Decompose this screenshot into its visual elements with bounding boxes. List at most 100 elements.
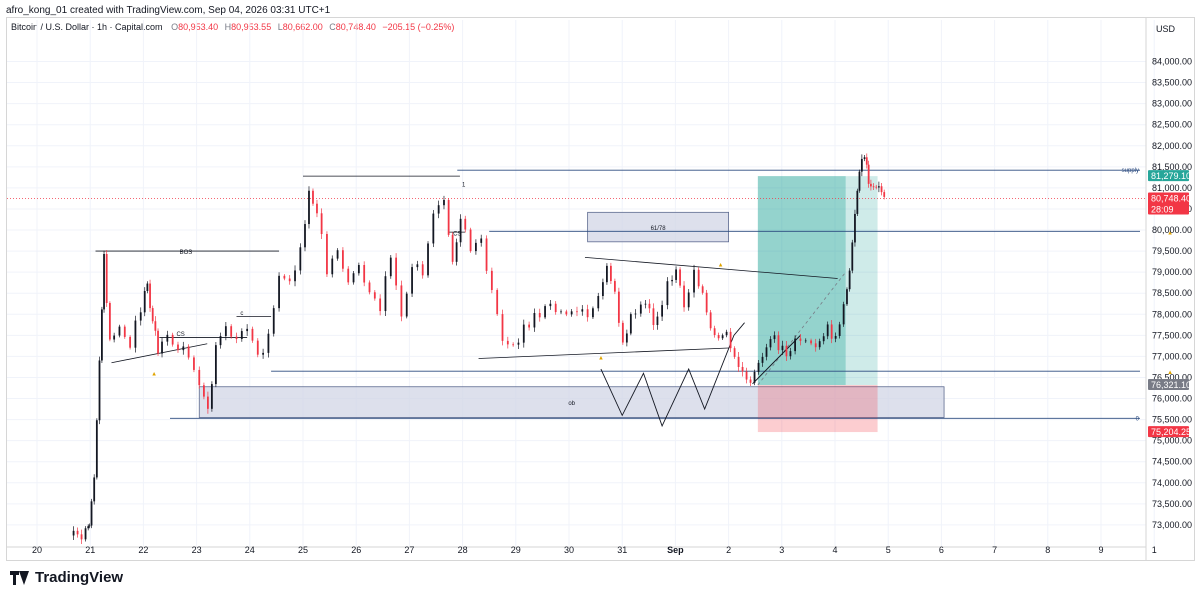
high-value: 80,953.55 [231,22,272,32]
candle-body [101,309,103,361]
candle-body [713,328,716,336]
candle-body [256,340,259,355]
candle-body [459,218,462,243]
tradingview-logo[interactable]: TradingView [10,569,123,586]
candle-body [733,348,736,357]
y-tick-label: 81,000.00 [1152,183,1192,193]
candle-body [485,238,488,271]
candle-body [549,303,552,307]
candle-body [799,338,802,341]
candle-body [464,218,467,230]
candle-body [149,283,151,309]
candle-body [576,311,578,313]
x-tick-label: 26 [351,545,361,555]
chart-frame[interactable] [6,17,1195,561]
candle-body [278,275,280,309]
candle-body [705,292,708,313]
candle-body [675,269,677,280]
candle-body [400,285,403,317]
candle-body [214,345,217,385]
candle-body [634,313,637,315]
candle-body [512,344,515,346]
y-tick-label: 80,000.00 [1152,225,1192,235]
y-tick-label: 75,500.00 [1152,415,1192,425]
candle-body [129,336,131,348]
candle-body [830,324,833,339]
candle-body [203,385,205,397]
candle-body [838,324,841,336]
candle-body [625,333,628,343]
candle-body [856,190,859,214]
candle-body [368,282,371,293]
candle-body [745,371,748,380]
candle-body [501,314,504,341]
candle-body [427,243,429,276]
cs-label-2: CS [453,232,461,238]
candle-body [644,303,647,305]
y-tick-label: 81,500.00 [1152,162,1192,172]
candle-body [154,321,157,331]
candle-body [207,396,209,409]
candle-body [858,171,861,191]
candle-body [288,278,291,282]
wedge-lower-line [111,343,208,364]
supply-text: supply [1122,168,1139,174]
candle-body [544,306,546,318]
candle-body [848,270,851,290]
y-tick-label: 78,500.00 [1152,288,1192,298]
candle-body [621,322,624,343]
candle-body [687,292,690,308]
candle-body [93,477,96,502]
candle-body [411,267,413,294]
candle-body [316,203,318,214]
candle-body [283,275,286,279]
candle-body [123,326,126,337]
y-tick-label: 74,000.00 [1152,478,1192,488]
candle-body [528,324,530,328]
x-tick-label: 24 [245,545,255,555]
x-tick-label: 1 [1152,545,1157,555]
one-label: 1 [462,183,466,189]
candle-body [865,157,868,165]
candle-body [570,311,573,315]
candle-body [143,290,146,313]
candle-body [395,257,397,286]
candle-body [304,224,306,248]
candle-body [629,314,632,334]
candle-body [480,238,483,243]
symbol-name: Bitcoin / U.S. Dollar · 1h · Capital.com [11,22,163,32]
y-tick-label: 82,000.00 [1152,141,1192,151]
candle-body [240,331,243,340]
current-price-label-timer: 28:09 [1151,204,1174,214]
candle-body [661,305,663,317]
candle-body [490,270,493,290]
candle-body [373,292,376,299]
x-tick-label: 4 [832,545,837,555]
target-price-label-box [1148,170,1189,182]
candle-body [671,279,673,282]
candle-body [421,264,424,276]
candle-body [224,326,227,337]
y-tick-label: 76,500.00 [1152,372,1192,382]
candle-body [693,269,695,293]
y-tick-label: 84,000.00 [1152,56,1192,66]
candle-body [475,242,477,252]
open-key: O [171,22,179,32]
candle-body [151,308,154,322]
candle-body [326,234,328,275]
x-tick-label: 2 [726,545,731,555]
currency-label[interactable]: USD [1156,24,1176,34]
candle-body [469,229,472,252]
cs-label-1: CS [176,332,184,338]
candle-body [639,304,642,314]
candle-body [679,269,681,286]
candle-body [810,340,812,344]
candle-body [235,336,238,340]
candle-body [363,265,366,283]
candle-body [773,335,776,340]
candle-body [336,250,339,259]
candle-body [90,501,93,526]
marker-icon: ▲ [718,263,724,269]
candle-body [139,312,142,321]
